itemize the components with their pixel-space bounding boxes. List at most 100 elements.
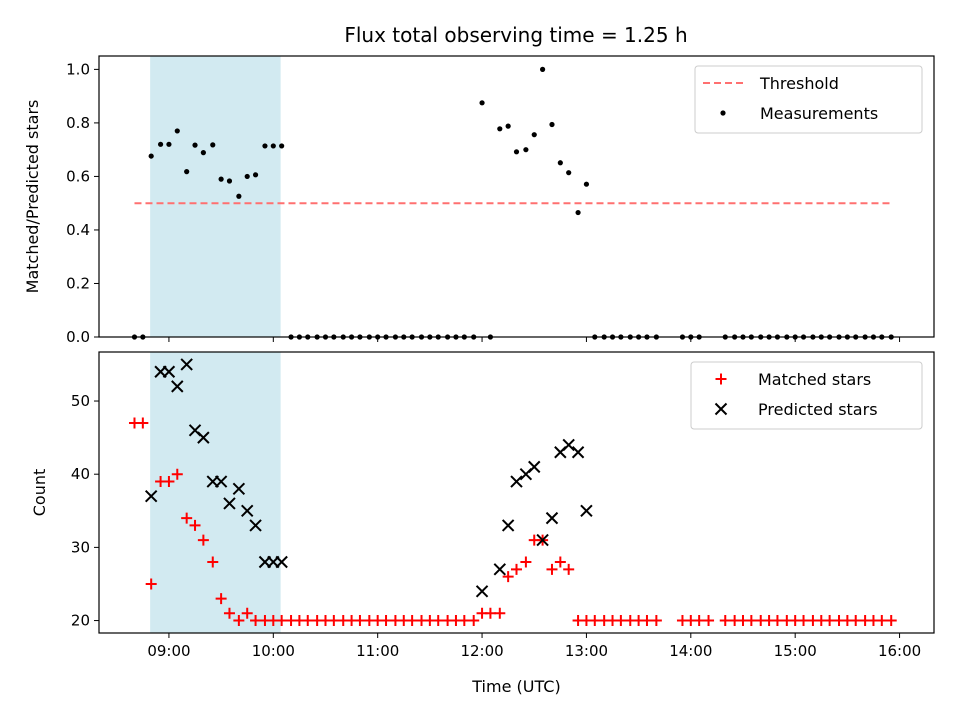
matched-star-point bbox=[380, 615, 392, 627]
measurement-point bbox=[244, 173, 250, 180]
y-tick-label: 0.8 bbox=[66, 114, 90, 132]
x-tick-label: 16:00 bbox=[878, 642, 921, 660]
legend-measurement-swatch bbox=[720, 110, 726, 116]
chart-title: Flux total observing time = 1.25 h bbox=[344, 23, 687, 47]
matched-star-point bbox=[171, 468, 183, 480]
matched-star-point bbox=[302, 615, 314, 627]
predicted-star-point bbox=[580, 504, 593, 518]
predicted-star-point bbox=[214, 475, 228, 488]
measurement-point bbox=[575, 209, 581, 216]
matched-star-point bbox=[876, 615, 888, 627]
y-tick-label: 0.4 bbox=[66, 221, 90, 239]
legend-measurement-label: Measurements bbox=[760, 104, 878, 123]
matched-star-point bbox=[641, 615, 653, 627]
matched-star-point bbox=[511, 563, 522, 575]
predicted-star-point bbox=[275, 555, 288, 569]
matched-star-point bbox=[885, 615, 897, 627]
measurement-point bbox=[226, 178, 233, 184]
matched-star-point bbox=[189, 519, 201, 531]
legend-predicted-swatch bbox=[714, 402, 728, 416]
matched-star-point bbox=[145, 578, 157, 590]
measurement-point bbox=[236, 193, 242, 199]
y-tick-label: 20 bbox=[71, 612, 90, 630]
matched-star-point bbox=[197, 534, 209, 546]
matched-star-point bbox=[546, 563, 558, 575]
matched-star-point bbox=[798, 615, 810, 627]
matched-star-point bbox=[163, 476, 175, 488]
predicted-star-point bbox=[144, 489, 158, 503]
matched-star-point bbox=[207, 556, 219, 568]
legend-matched-swatch bbox=[715, 373, 727, 385]
x-axis-label: Time (UTC) bbox=[471, 677, 560, 696]
y-tick-label: 0.0 bbox=[66, 328, 90, 346]
measurement-point bbox=[262, 143, 268, 149]
axes-frame bbox=[98, 351, 935, 634]
matched-star-point bbox=[223, 607, 235, 619]
predicted-star-point bbox=[223, 497, 236, 510]
predicted-star-point bbox=[493, 563, 507, 576]
matched-star-point bbox=[719, 615, 731, 627]
predicted-star-point bbox=[501, 519, 515, 532]
measurement-point bbox=[549, 121, 555, 128]
matched-star-point bbox=[181, 512, 193, 524]
matched-star-point bbox=[276, 615, 288, 627]
x-tick-label: 12:00 bbox=[460, 642, 503, 660]
predicted-star-point bbox=[536, 533, 549, 547]
measurement-point bbox=[270, 143, 276, 149]
measurement-point bbox=[505, 123, 511, 129]
measurement-point bbox=[252, 172, 259, 178]
measurement-point bbox=[557, 160, 563, 166]
matched-star-point bbox=[250, 615, 262, 627]
y-tick-label: 50 bbox=[71, 392, 90, 410]
predicted-star-point bbox=[475, 585, 489, 598]
predicted-star-point bbox=[562, 438, 575, 452]
matched-star-point bbox=[502, 571, 514, 583]
measurement-point bbox=[218, 176, 224, 182]
predicted-star-point bbox=[545, 511, 559, 525]
matched-star-point bbox=[563, 563, 575, 575]
y-tick-label: 0.2 bbox=[66, 274, 90, 292]
predicted-star-point bbox=[171, 380, 184, 393]
matched-star-point bbox=[771, 615, 783, 627]
measurement-point bbox=[583, 181, 590, 187]
measurement-point bbox=[174, 128, 180, 134]
matched-star-point bbox=[484, 607, 496, 619]
legend-predicted-label: Predicted stars bbox=[758, 400, 878, 419]
matched-star-point bbox=[354, 615, 366, 627]
measurement-point bbox=[279, 143, 285, 149]
matched-star-point bbox=[520, 556, 532, 568]
matched-star-point bbox=[233, 615, 245, 627]
predicted-star-point bbox=[180, 358, 193, 371]
matched-star-point bbox=[693, 615, 705, 627]
matched-star-point bbox=[615, 615, 627, 627]
matched-star-point bbox=[589, 615, 601, 627]
legend-box bbox=[690, 361, 923, 430]
bottom-panel: 09:00 10:00 11:00 12:00 13:00 14:00 15:00 16:00… bbox=[30, 351, 935, 696]
measurement-point bbox=[531, 132, 537, 138]
measurement-point bbox=[513, 149, 520, 155]
measurement-point bbox=[539, 66, 546, 72]
x-tick-label: 11:00 bbox=[356, 642, 399, 660]
top-panel: 0.0 0.2 0.4 0.6 0.8 1.0 Matched/Predicted star… bbox=[23, 55, 935, 346]
legend-matched-label: Matched stars bbox=[758, 370, 871, 389]
y-tick-label: 0.6 bbox=[66, 167, 90, 185]
legend-threshold-label: Threshold bbox=[759, 74, 839, 93]
measurement-point bbox=[200, 150, 206, 156]
legend-box bbox=[694, 65, 923, 134]
predicted-star-point bbox=[528, 460, 541, 474]
x-tick-label: 14:00 bbox=[669, 642, 712, 660]
predicted-star-point bbox=[571, 446, 585, 459]
measurement-point bbox=[166, 141, 172, 147]
matched-star-point bbox=[554, 556, 566, 568]
measurement-point bbox=[566, 170, 572, 176]
measurement-point bbox=[497, 126, 503, 132]
matched-star-point bbox=[215, 593, 227, 605]
matched-star-point bbox=[406, 615, 418, 627]
measurement-point bbox=[192, 142, 198, 148]
predicted-star-point bbox=[249, 519, 262, 532]
observing-span bbox=[150, 56, 281, 337]
predicted-star-point bbox=[197, 431, 210, 444]
matched-star-point bbox=[328, 615, 340, 627]
matched-star-point bbox=[494, 607, 506, 619]
measurement-point bbox=[479, 100, 485, 106]
